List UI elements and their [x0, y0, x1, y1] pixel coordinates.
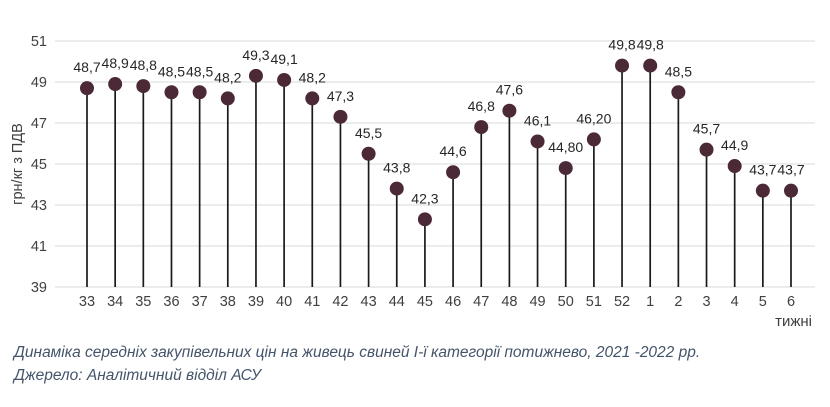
x-tick-label: 40	[276, 294, 292, 310]
y-axis-title: грн/кг з ПДВ	[10, 123, 26, 205]
data-label: 47,3	[327, 88, 354, 104]
data-label: 46,1	[524, 112, 551, 128]
data-label: 48,5	[665, 63, 692, 79]
data-point	[248, 68, 263, 83]
x-tick-label: 48	[501, 294, 517, 310]
data-label: 42,3	[411, 190, 438, 206]
x-tick-label: 37	[192, 294, 208, 310]
x-tick-label: 50	[558, 294, 574, 310]
x-tick-label: 6	[787, 294, 795, 310]
data-point	[305, 91, 320, 106]
data-label: 44,80	[548, 139, 583, 155]
x-tick-label: 49	[529, 294, 545, 310]
x-tick-label: 45	[417, 294, 433, 310]
x-tick-label: 46	[445, 294, 461, 310]
chart-caption: Динаміка середніх закупівельних цін на ж…	[14, 344, 701, 361]
data-point	[80, 81, 94, 96]
data-point	[671, 85, 686, 100]
x-tick-label: 43	[361, 294, 377, 310]
x-tick-label: 51	[586, 294, 602, 310]
data-label: 49,1	[270, 51, 297, 67]
data-point	[108, 77, 123, 92]
data-label: 48,2	[214, 69, 241, 85]
x-tick-label: 3	[702, 294, 710, 310]
x-tick-label: 39	[248, 294, 264, 310]
data-point	[558, 161, 573, 176]
data-point	[417, 212, 432, 227]
data-label: 43,7	[749, 162, 776, 178]
data-point	[333, 109, 348, 124]
data-point	[192, 85, 207, 100]
y-tick-label: 43	[31, 198, 47, 214]
data-label: 49,8	[608, 37, 635, 53]
x-tick-label: 5	[759, 294, 767, 310]
data-label: 48,2	[299, 69, 326, 85]
data-point	[389, 181, 404, 196]
data-label: 43,8	[383, 160, 410, 176]
x-tick-label: 41	[304, 294, 320, 310]
x-tick-label: 47	[473, 294, 489, 310]
data-label: 46,20	[576, 110, 611, 126]
data-label: 48,5	[186, 63, 213, 79]
x-tick-label: 2	[674, 294, 682, 310]
x-tick-label: 33	[79, 294, 95, 310]
y-tick-label: 45	[31, 157, 47, 173]
x-tick-label: 38	[220, 294, 236, 310]
data-point	[474, 120, 489, 135]
data-label: 48,8	[130, 57, 157, 73]
data-label: 44,9	[721, 137, 748, 153]
y-tick-label: 49	[31, 75, 47, 91]
data-label: 48,9	[102, 55, 129, 71]
data-point	[530, 134, 545, 149]
data-point	[136, 79, 151, 94]
data-label: 49,8	[637, 37, 664, 53]
data-label: 45,7	[693, 121, 720, 137]
x-tick-label: 35	[135, 294, 151, 310]
data-point	[361, 146, 376, 161]
x-tick-label: 36	[163, 294, 179, 310]
chart-source: Джерело: Аналітичний відділ АСУ	[14, 367, 261, 384]
y-tick-label: 51	[31, 34, 47, 50]
data-point	[586, 132, 601, 147]
x-tick-label: 42	[332, 294, 348, 310]
data-point	[615, 58, 630, 73]
data-point	[784, 183, 798, 198]
data-point	[755, 183, 770, 198]
data-label: 48,7	[73, 59, 100, 75]
data-point	[643, 58, 658, 73]
data-point	[502, 103, 517, 118]
x-tick-label: 4	[731, 294, 739, 310]
data-label: 44,6	[439, 143, 466, 159]
data-label: 46,8	[468, 98, 495, 114]
data-label: 48,5	[158, 63, 185, 79]
data-label: 47,6	[496, 82, 523, 98]
data-point	[220, 91, 235, 106]
data-point	[277, 72, 292, 87]
data-point	[699, 142, 714, 157]
x-axis-title: тижні	[775, 313, 812, 330]
y-tick-label: 39	[31, 280, 47, 296]
x-tick-label: 52	[614, 294, 630, 310]
x-tick-label: 34	[107, 294, 123, 310]
data-point	[164, 85, 179, 100]
data-label: 45,5	[355, 125, 382, 141]
y-tick-label: 41	[31, 239, 47, 255]
x-tick-label: 44	[389, 294, 405, 310]
caption-block: Динаміка середніх закупівельних цін на ж…	[14, 341, 820, 387]
data-point	[446, 165, 461, 180]
x-tick-label: 1	[646, 294, 654, 310]
y-tick-label: 47	[31, 116, 47, 132]
data-point	[727, 159, 742, 174]
data-label: 43,7	[777, 162, 804, 178]
data-label: 49,3	[242, 47, 269, 63]
